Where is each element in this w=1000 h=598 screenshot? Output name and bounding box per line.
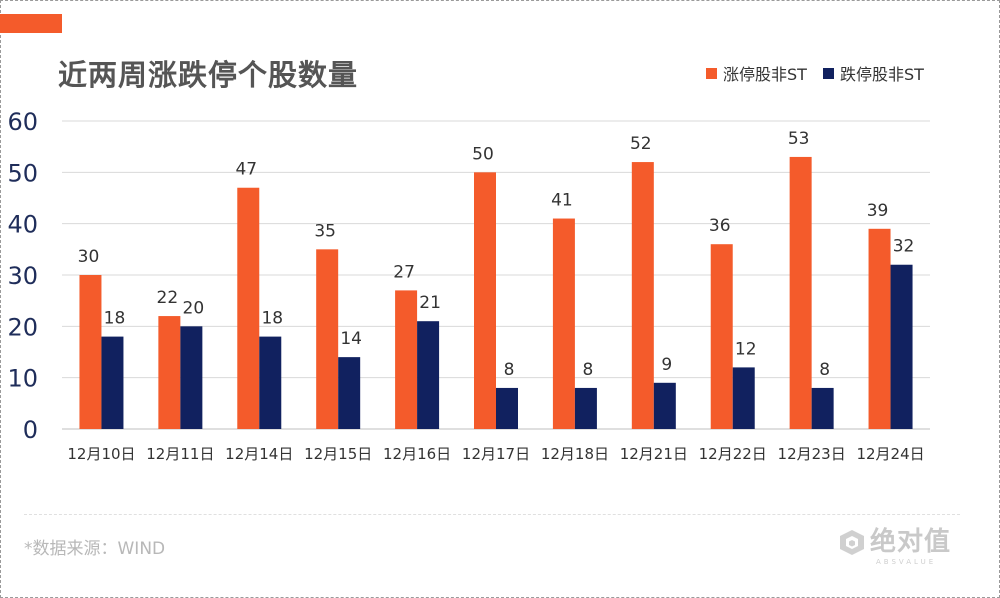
x-tick-label: 12月15日 [304, 445, 372, 463]
bar-limit-down [417, 321, 440, 429]
data-label: 36 [709, 216, 731, 236]
legend-swatch-limit-down [822, 67, 834, 79]
bar-limit-down [259, 336, 282, 429]
bar-limit-up [789, 156, 812, 429]
data-label: 21 [419, 293, 441, 313]
bar-limit-up [552, 218, 575, 429]
data-label: 8 [582, 360, 593, 380]
bar-limit-down [811, 387, 834, 429]
data-label: 50 [472, 144, 494, 164]
data-label: 18 [104, 309, 126, 329]
bar-limit-up [316, 249, 339, 429]
bar-limit-up [79, 275, 102, 429]
logo-subtext: ABSVALUE [876, 558, 937, 566]
data-label: 53 [788, 129, 810, 149]
y-tick-label: 0 [23, 416, 38, 444]
data-label: 39 [867, 201, 889, 221]
x-tick-label: 12月17日 [462, 445, 530, 463]
x-tick-label: 12月11日 [146, 445, 214, 463]
bar-limit-up [395, 290, 418, 429]
data-label: 8 [504, 360, 515, 380]
legend-label-limit-up: 涨停股非ST [723, 65, 807, 84]
data-label: 30 [78, 247, 100, 267]
x-tick-label: 12月22日 [699, 445, 767, 463]
data-label: 9 [661, 355, 672, 375]
bar-limit-down [574, 387, 597, 429]
bar-limit-down [338, 357, 361, 429]
bar-limit-up [474, 172, 496, 430]
data-label: 47 [235, 160, 257, 180]
bar-limit-down [653, 382, 676, 429]
data-label: 22 [157, 288, 179, 308]
data-label: 35 [314, 221, 336, 241]
y-tick-label: 60 [7, 108, 38, 136]
bar-limit-down [101, 336, 124, 429]
data-label: 52 [630, 134, 652, 154]
x-tick-label: 12月14日 [225, 445, 293, 463]
y-tick-label: 10 [7, 365, 38, 393]
data-source-note: *数据来源：WIND [24, 539, 166, 559]
bar-limit-down [732, 367, 755, 429]
bar-limit-up [158, 316, 181, 429]
y-tick-label: 20 [7, 313, 38, 341]
x-tick-label: 12月16日 [383, 445, 451, 463]
accent-bar [0, 14, 62, 33]
x-tick-label: 12月21日 [620, 445, 688, 463]
data-label: 18 [261, 309, 283, 329]
bar-limit-up [631, 162, 654, 430]
y-tick-label: 30 [7, 262, 38, 290]
bar-limit-down [890, 264, 913, 429]
cube-logo-icon [840, 530, 864, 555]
bar-limit-up [868, 228, 891, 429]
logo-text: 绝对值 [870, 527, 952, 557]
brand-logo: 绝对值 ABSVALUE [838, 527, 952, 566]
bar-limit-up [710, 244, 733, 429]
legend: 涨停股非ST 跌停股非ST [706, 61, 940, 85]
data-label: 32 [893, 237, 915, 257]
data-label: 12 [735, 339, 757, 359]
bar-limit-up [237, 187, 260, 429]
x-tick-label: 12月10日 [67, 445, 135, 463]
legend-item-limit-up: 涨停股非ST [706, 61, 807, 85]
x-tick-label: 12月23日 [778, 445, 846, 463]
footer-divider [24, 514, 960, 515]
data-label: 8 [819, 360, 830, 380]
x-tick-label: 12月24日 [856, 445, 924, 463]
bar-limit-down [496, 387, 518, 429]
legend-swatch-limit-up [706, 67, 717, 79]
y-tick-label: 40 [7, 211, 38, 239]
legend-item-limit-down: 跌停股非ST [822, 61, 924, 85]
legend-label-limit-down: 跌停股非ST [839, 65, 924, 84]
x-tick-label: 12月18日 [541, 445, 609, 463]
data-label: 20 [183, 298, 205, 318]
data-label: 14 [340, 329, 362, 349]
data-label: 27 [393, 262, 415, 282]
chart-title: 近两周涨跌停个股数量 [58, 58, 359, 92]
y-tick-label: 50 [7, 159, 38, 187]
bar-limit-down [180, 326, 203, 429]
data-label: 41 [551, 191, 573, 211]
